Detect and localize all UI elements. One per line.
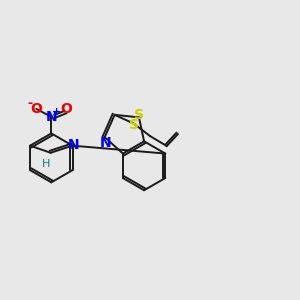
- Text: O: O: [30, 102, 42, 116]
- Text: S: S: [129, 118, 139, 132]
- Text: N: N: [68, 138, 80, 152]
- Text: O: O: [60, 102, 72, 116]
- Text: N: N: [100, 136, 111, 150]
- Text: H: H: [42, 159, 50, 169]
- Text: +: +: [52, 107, 61, 117]
- Text: N: N: [46, 110, 57, 124]
- Text: S: S: [134, 108, 144, 122]
- Text: -: -: [28, 97, 33, 110]
